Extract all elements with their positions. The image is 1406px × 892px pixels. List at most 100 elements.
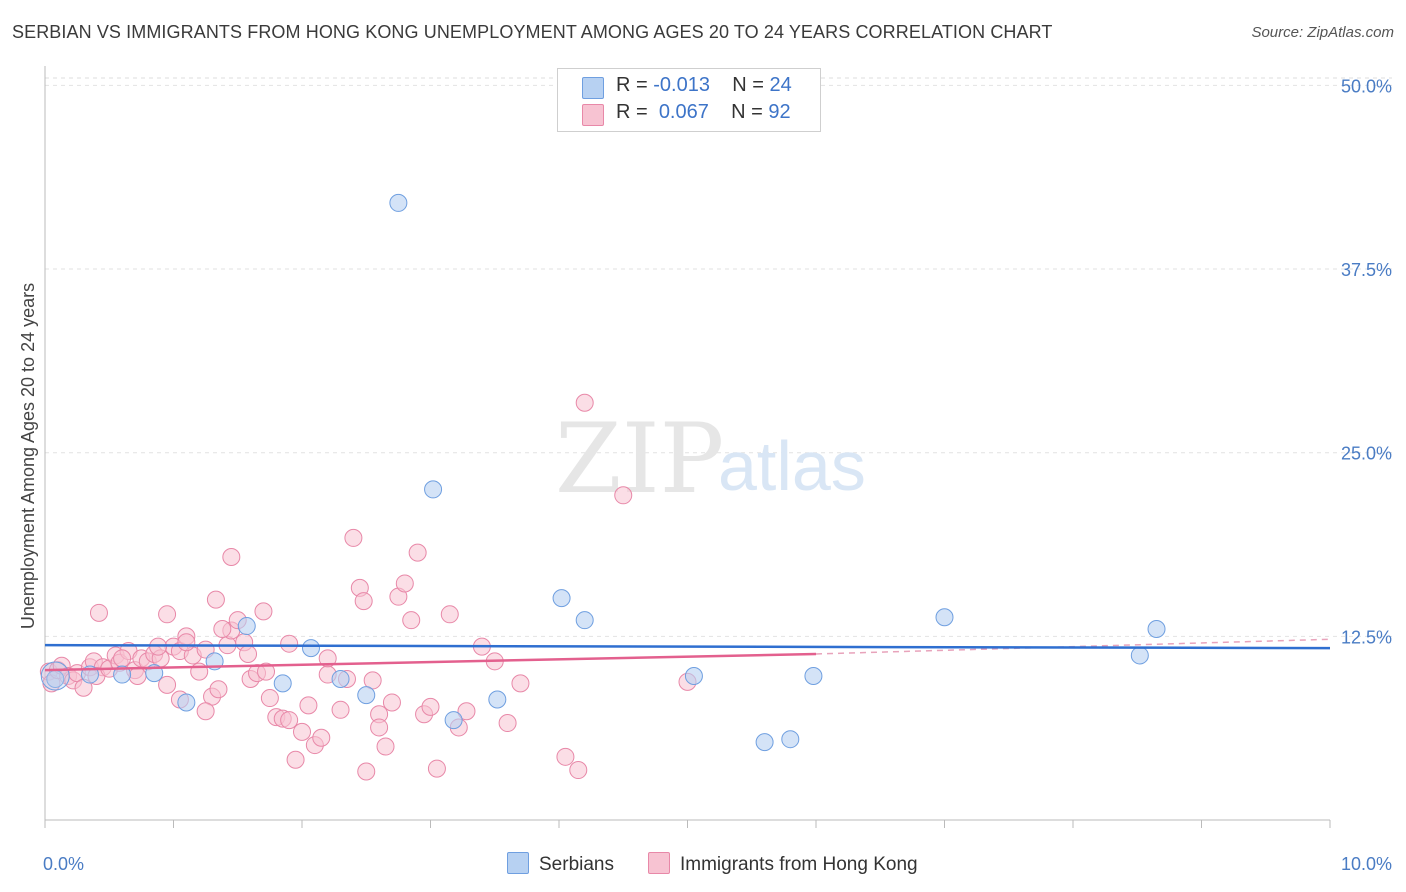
legend-r-label: R =	[616, 74, 654, 96]
data-point-hk	[376, 737, 395, 756]
data-point-serbians	[488, 690, 507, 709]
data-point-hk	[395, 574, 414, 593]
data-point-hk	[331, 700, 350, 719]
legend-n-label: N =	[732, 74, 770, 96]
data-point-serbians	[935, 608, 954, 627]
data-point-serbians	[331, 669, 350, 688]
axes	[44, 66, 1331, 828]
data-point-hk	[370, 718, 389, 737]
data-point-hk	[569, 761, 588, 780]
legend-swatch-hk	[582, 104, 604, 126]
data-point-hk	[357, 762, 376, 781]
data-point-hk	[556, 747, 575, 766]
bottom-legend-swatch-hk	[648, 852, 670, 874]
data-point-serbians	[575, 611, 594, 630]
data-point-hk	[421, 697, 440, 716]
bottom-legend-hk: Immigrants from Hong Kong	[648, 852, 918, 876]
data-point-hk	[239, 644, 258, 663]
data-point-hk	[293, 722, 311, 741]
y-tick-label: 37.5%	[1341, 260, 1392, 280]
source-label: Source: ZipAtlas.com	[1251, 24, 1394, 41]
legend-r-label: R =	[616, 101, 654, 123]
data-point-hk	[196, 702, 215, 721]
data-point-hk	[222, 548, 241, 567]
y-tick-labels: 12.5% 25.0% 37.5% 50.0%	[1341, 76, 1392, 647]
data-point-hk	[206, 590, 225, 609]
bottom-legend-serbians: Serbians	[507, 852, 614, 876]
data-point-hk	[113, 649, 132, 668]
data-point-hk	[280, 711, 299, 730]
x-tick-label-max: 10.0%	[1341, 854, 1392, 874]
data-point-serbians	[755, 733, 774, 752]
x-tick-labels: 0.0% 10.0%	[43, 854, 1392, 874]
data-point-hk	[89, 603, 108, 622]
bottom-legend-label-hk: Immigrants from Hong Kong	[680, 854, 918, 875]
legend-n-value: 92	[768, 101, 791, 123]
data-point-hk	[402, 611, 421, 630]
data-point-hk	[260, 689, 279, 708]
data-point-hk	[299, 696, 318, 715]
data-point-hk	[177, 633, 196, 652]
data-point-serbians	[1130, 646, 1149, 665]
data-point-serbians	[1147, 620, 1166, 638]
watermark-atlas: atlas	[718, 427, 866, 505]
data-point-serbians	[804, 667, 823, 686]
data-point-hk	[354, 592, 373, 611]
data-point-hk	[575, 393, 594, 412]
data-point-hk	[498, 714, 517, 733]
data-point-hk	[427, 759, 446, 778]
chart-title: SERBIAN VS IMMIGRANTS FROM HONG KONG UNE…	[12, 22, 1053, 42]
legend-r-value: -0.013	[653, 74, 710, 96]
data-point-hk	[158, 605, 177, 624]
data-point-serbians	[301, 639, 320, 658]
grid-lines	[45, 77, 1392, 637]
data-point-hk	[254, 602, 273, 621]
data-point-serbians	[389, 193, 408, 212]
bottom-legend-swatch-serbians	[507, 852, 529, 874]
data-point-serbians	[177, 693, 196, 712]
series-hk-points	[39, 393, 697, 781]
data-point-hk	[344, 528, 363, 547]
data-point-hk	[213, 620, 232, 638]
data-point-hk	[511, 674, 530, 693]
trend-line-hk	[44, 652, 817, 672]
data-point-hk	[158, 675, 177, 694]
data-point-serbians	[781, 730, 800, 749]
data-point-hk	[614, 486, 633, 505]
y-axis-label: Unemployment Among Ages 20 to 24 years	[18, 283, 38, 629]
data-point-serbians	[273, 674, 292, 693]
data-point-serbians-cluster	[40, 661, 70, 691]
y-tick-label: 25.0%	[1341, 444, 1392, 464]
legend-n-value: 24	[769, 74, 792, 96]
y-tick-label: 50.0%	[1341, 76, 1392, 96]
correlation-legend: R = -0.013 N = 24 R = 0.067 N = 92	[557, 68, 821, 132]
data-point-hk	[382, 693, 401, 712]
legend-r-value: 0.067	[658, 101, 709, 123]
legend-swatch-serbians	[582, 77, 604, 99]
trend-lines	[44, 638, 1331, 672]
data-point-hk	[440, 605, 459, 624]
data-point-hk	[286, 750, 305, 769]
data-point-serbians	[357, 686, 376, 705]
trend-line-serbians	[44, 643, 1331, 650]
data-point-hk	[312, 728, 331, 747]
watermark: ZIP atlas	[555, 403, 866, 515]
data-point-serbians	[684, 667, 703, 686]
data-point-hk	[318, 649, 337, 668]
watermark-zip: ZIP	[555, 403, 724, 515]
data-point-hk	[257, 662, 276, 681]
data-point-hk	[128, 667, 147, 686]
x-tick-label-min: 0.0%	[43, 854, 84, 874]
data-point-serbians	[113, 665, 132, 684]
data-point-hk	[457, 702, 476, 721]
data-point-serbians	[237, 617, 256, 636]
data-point-serbians	[552, 589, 571, 608]
bottom-legend-label-serbians: Serbians	[539, 854, 614, 875]
data-point-hk	[408, 543, 427, 562]
data-point-serbians	[424, 480, 443, 499]
data-point-hk	[209, 680, 228, 699]
legend-n-label: N =	[731, 101, 769, 123]
y-tick-label: 12.5%	[1341, 627, 1392, 647]
data-point-hk	[280, 634, 299, 653]
